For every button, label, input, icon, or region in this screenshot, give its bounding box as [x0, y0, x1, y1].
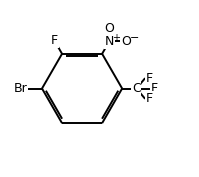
Text: F: F: [146, 72, 153, 85]
Text: O: O: [121, 35, 131, 48]
Text: F: F: [146, 92, 153, 105]
Text: −: −: [130, 33, 139, 43]
Text: Br: Br: [14, 82, 27, 95]
Text: F: F: [51, 35, 58, 47]
Text: +: +: [112, 33, 120, 43]
Text: O: O: [104, 22, 114, 35]
Text: C: C: [132, 82, 141, 95]
Text: N: N: [104, 35, 114, 48]
Text: F: F: [151, 82, 158, 95]
